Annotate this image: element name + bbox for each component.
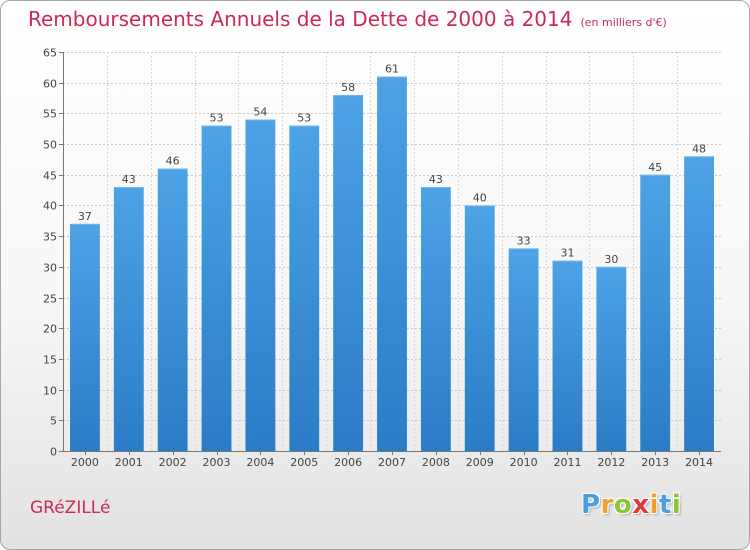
x-tick-label: 2014 [685, 456, 713, 469]
bar [70, 223, 100, 451]
x-tick-label: 2001 [115, 456, 143, 469]
bar-value-label: 45 [648, 161, 662, 174]
bar-value-label: 33 [517, 234, 531, 247]
logo-letter: x [632, 490, 650, 520]
bar-value-label: 54 [253, 106, 267, 119]
bar-value-label: 43 [122, 173, 136, 186]
x-tick-label: 2000 [71, 456, 99, 469]
y-tick-label: 5 [50, 415, 57, 428]
bar [377, 76, 407, 452]
bar-value-label: 58 [341, 81, 355, 94]
bar [684, 156, 714, 451]
bar [508, 248, 539, 451]
y-tick-label: 10 [43, 385, 57, 398]
y-tick-label: 55 [43, 108, 57, 121]
proxiti-logo: Proxiti [581, 490, 681, 520]
y-tick-label: 30 [43, 262, 57, 275]
bar [596, 266, 627, 451]
x-tick-label: 2013 [641, 456, 669, 469]
bar [640, 174, 671, 451]
bar-value-label: 53 [297, 112, 311, 125]
y-tick-label: 40 [43, 200, 57, 213]
bar [245, 119, 276, 452]
bar-value-label: 40 [473, 191, 487, 204]
y-tick-label: 0 [50, 446, 57, 459]
bar-value-label: 61 [385, 63, 399, 76]
x-tick-label: 2009 [466, 456, 494, 469]
bar-value-label: 48 [692, 142, 706, 155]
bar [464, 205, 495, 451]
bar [420, 187, 451, 452]
x-tick-label: 2006 [334, 456, 362, 469]
bar [113, 187, 144, 452]
chart-title-text: Remboursements Annuels de la Dette de 20… [28, 7, 573, 31]
x-tick-label: 2011 [553, 456, 581, 469]
x-tick-label: 2007 [378, 456, 406, 469]
y-tick-label: 65 [43, 47, 57, 60]
bar-value-label: 43 [429, 173, 443, 186]
bar-value-label: 53 [210, 112, 224, 125]
chart-title: Remboursements Annuels de la Dette de 20… [28, 7, 667, 31]
logo-letter: P [581, 490, 601, 520]
y-tick-label: 60 [43, 78, 57, 91]
x-tick-label: 2003 [203, 456, 231, 469]
x-tick-label: 2005 [290, 456, 318, 469]
axes [59, 52, 721, 455]
bar [333, 94, 364, 451]
bars [70, 76, 714, 452]
bar-value-label: 30 [604, 253, 618, 266]
bar [289, 125, 320, 452]
bar-value-label: 31 [560, 247, 574, 260]
y-tick-label: 50 [43, 139, 57, 152]
chart-subtitle: (en milliers d'€) [580, 16, 667, 29]
logo-letter: i [649, 490, 659, 520]
bar-value-label: 37 [78, 210, 92, 223]
labels: 0 5 10 15 20 25 30 35 40 45 50 55 60 65 37 2000 43 2001 46… [43, 47, 713, 470]
y-tick-label: 15 [43, 354, 57, 367]
y-tick-label: 45 [43, 170, 57, 183]
bar [201, 125, 232, 452]
x-tick-label: 2010 [510, 456, 538, 469]
x-tick-label: 2002 [159, 456, 187, 469]
bar-value-label: 46 [166, 155, 180, 168]
logo-letter: o [613, 490, 633, 520]
x-tick-label: 2004 [246, 456, 274, 469]
logo-letter: r [600, 490, 614, 520]
y-tick-label: 25 [43, 293, 57, 306]
bar [552, 260, 583, 451]
city-name: GRéZILLé [30, 498, 111, 518]
logo-letter: i [671, 490, 682, 520]
y-tick-label: 20 [43, 323, 57, 336]
bar [157, 168, 188, 451]
x-tick-label: 2008 [422, 456, 450, 469]
logo-letter: t [658, 490, 672, 520]
y-tick-label: 35 [43, 231, 57, 244]
x-tick-label: 2012 [597, 456, 625, 469]
